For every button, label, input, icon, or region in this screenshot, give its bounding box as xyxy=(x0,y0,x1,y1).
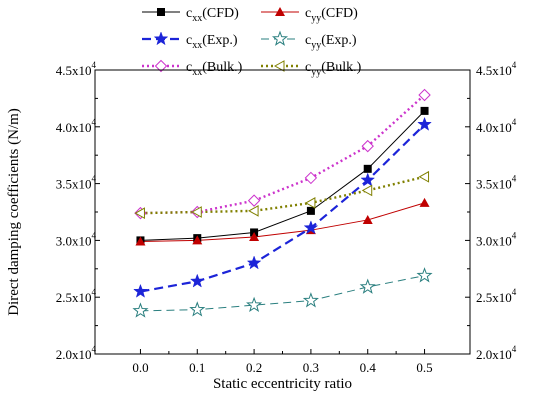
data-point-c-yy-cfd xyxy=(192,235,203,245)
data-point-c-xx-cfd xyxy=(420,106,429,115)
data-point-c-yy-exp xyxy=(189,301,206,317)
x-axis: 0.0 0.1 0.2 0.3 0.4 0.5 xyxy=(132,349,433,375)
right-y-tick-label: 4.0x104 xyxy=(476,117,517,135)
data-point-c-yy-bulk xyxy=(361,184,373,197)
x-axis-title: Static eccentricity ratio xyxy=(213,376,352,392)
left-y-axis: 2.0x104 2.5x104 3.0x104 3.5x104 4.0x104 4.5x1… xyxy=(56,60,100,362)
left-y-tick-label: 3.5x104 xyxy=(56,174,97,192)
data-point-c-xx-bulk xyxy=(361,139,374,153)
legend-marker xyxy=(154,59,168,73)
series-line-c-yy-bulk xyxy=(140,175,425,215)
right-y-tick-label: 2.5x104 xyxy=(476,287,517,305)
data-point-c-xx-exp xyxy=(189,273,205,288)
legend-label: cxx(Exp.) xyxy=(186,33,238,51)
data-point-c-yy-bulk xyxy=(248,205,259,217)
data-point-c-xx-bulk xyxy=(418,88,431,102)
series-line-c-yy-cfd xyxy=(140,202,425,243)
data-point-c-yy-cfd xyxy=(249,231,260,241)
x-tick-label: 0.5 xyxy=(416,360,432,375)
data-point-c-xx-bulk xyxy=(247,194,261,207)
series-line-c-xx-exp xyxy=(140,123,426,293)
data-point-c-yy-exp xyxy=(302,292,319,308)
left-y-tick-label: 4.0x104 xyxy=(56,117,97,135)
legend-entry-c-xx-exp: cxx(Exp.) xyxy=(142,31,238,51)
legend-entry-c-xx-bulk: cxx(Bulk.) xyxy=(142,59,243,78)
legend-label: cxx(Bulk.) xyxy=(186,60,243,78)
data-point-c-yy-bulk xyxy=(191,206,202,218)
data-point-c-xx-exp xyxy=(417,116,432,131)
legend-marker xyxy=(153,31,169,46)
right-y-tick-label: 2.0x104 xyxy=(476,344,517,362)
data-point-c-xx-exp xyxy=(303,220,319,235)
data-point-c-yy-exp xyxy=(132,302,149,318)
data-point-c-yy-exp xyxy=(246,296,263,312)
data-point-c-xx-exp xyxy=(360,172,376,187)
series-line-c-xx-cfd xyxy=(140,110,425,241)
right-y-tick-label: 4.5x104 xyxy=(476,60,517,78)
data-point-c-yy-cfd xyxy=(419,197,430,207)
legend-marker xyxy=(271,30,289,46)
left-y-tick-label: 2.5x104 xyxy=(56,287,97,305)
legend-marker xyxy=(157,8,165,16)
data-point-c-xx-exp xyxy=(246,255,262,270)
series-line-c-yy-exp xyxy=(140,275,425,312)
data-point-c-yy-bulk xyxy=(304,197,316,209)
data-point-c-yy-bulk xyxy=(134,207,145,219)
legend-label: cyy(Exp.) xyxy=(305,33,357,51)
legend-marker xyxy=(273,60,285,72)
series-line-c-xx-bulk xyxy=(140,94,426,215)
data-point-c-yy-bulk xyxy=(418,170,430,183)
data-point-c-xx-bulk xyxy=(304,171,318,185)
series-markers xyxy=(132,88,433,318)
data-point-c-yy-cfd xyxy=(135,236,146,246)
left-y-tick-label: 2.0x104 xyxy=(56,344,97,362)
legend-label: cxx(CFD) xyxy=(186,6,239,24)
right-y-axis: 2.0x104 2.5x104 3.0x104 3.5x104 4.0x104 4.5x1… xyxy=(465,60,517,362)
right-y-tick-label: 3.5x104 xyxy=(476,174,517,192)
x-tick-label: 0.0 xyxy=(132,360,148,375)
data-point-c-xx-exp xyxy=(133,283,148,298)
data-point-c-xx-cfd xyxy=(363,164,372,173)
x-tick-label: 0.2 xyxy=(246,360,262,375)
legend-label: cyy(CFD) xyxy=(305,6,358,24)
data-point-c-yy-exp xyxy=(359,278,376,294)
series-lines xyxy=(140,94,426,312)
data-point-c-xx-cfd xyxy=(306,206,315,215)
legend-entry-c-yy-exp: cyy(Exp.) xyxy=(261,30,357,51)
left-y-tick-label: 4.5x104 xyxy=(56,60,97,78)
right-y-tick-label: 3.0x104 xyxy=(476,230,517,248)
legend: cxx(CFD) cyy(CFD) cxx(Exp.) cyy(Exp.) cxx(Bu… xyxy=(142,6,362,78)
legend-label: cyy(Bulk.) xyxy=(305,60,362,78)
legend-entry-c-yy-cfd: cyy(CFD) xyxy=(261,6,358,24)
x-tick-label: 0.3 xyxy=(303,360,319,375)
y-axis-title: Direct damping coefficients (N/m) xyxy=(6,108,22,316)
legend-entry-c-xx-cfd: cxx(CFD) xyxy=(142,6,239,24)
left-y-tick-label: 3.0x104 xyxy=(56,230,97,248)
legend-marker xyxy=(275,7,285,16)
data-point-c-yy-exp xyxy=(416,267,433,283)
x-tick-label: 0.1 xyxy=(189,360,205,375)
data-point-c-yy-cfd xyxy=(362,214,373,224)
legend-entry-c-yy-bulk: cyy(Bulk.) xyxy=(261,60,362,78)
x-tick-label: 0.4 xyxy=(360,360,377,375)
